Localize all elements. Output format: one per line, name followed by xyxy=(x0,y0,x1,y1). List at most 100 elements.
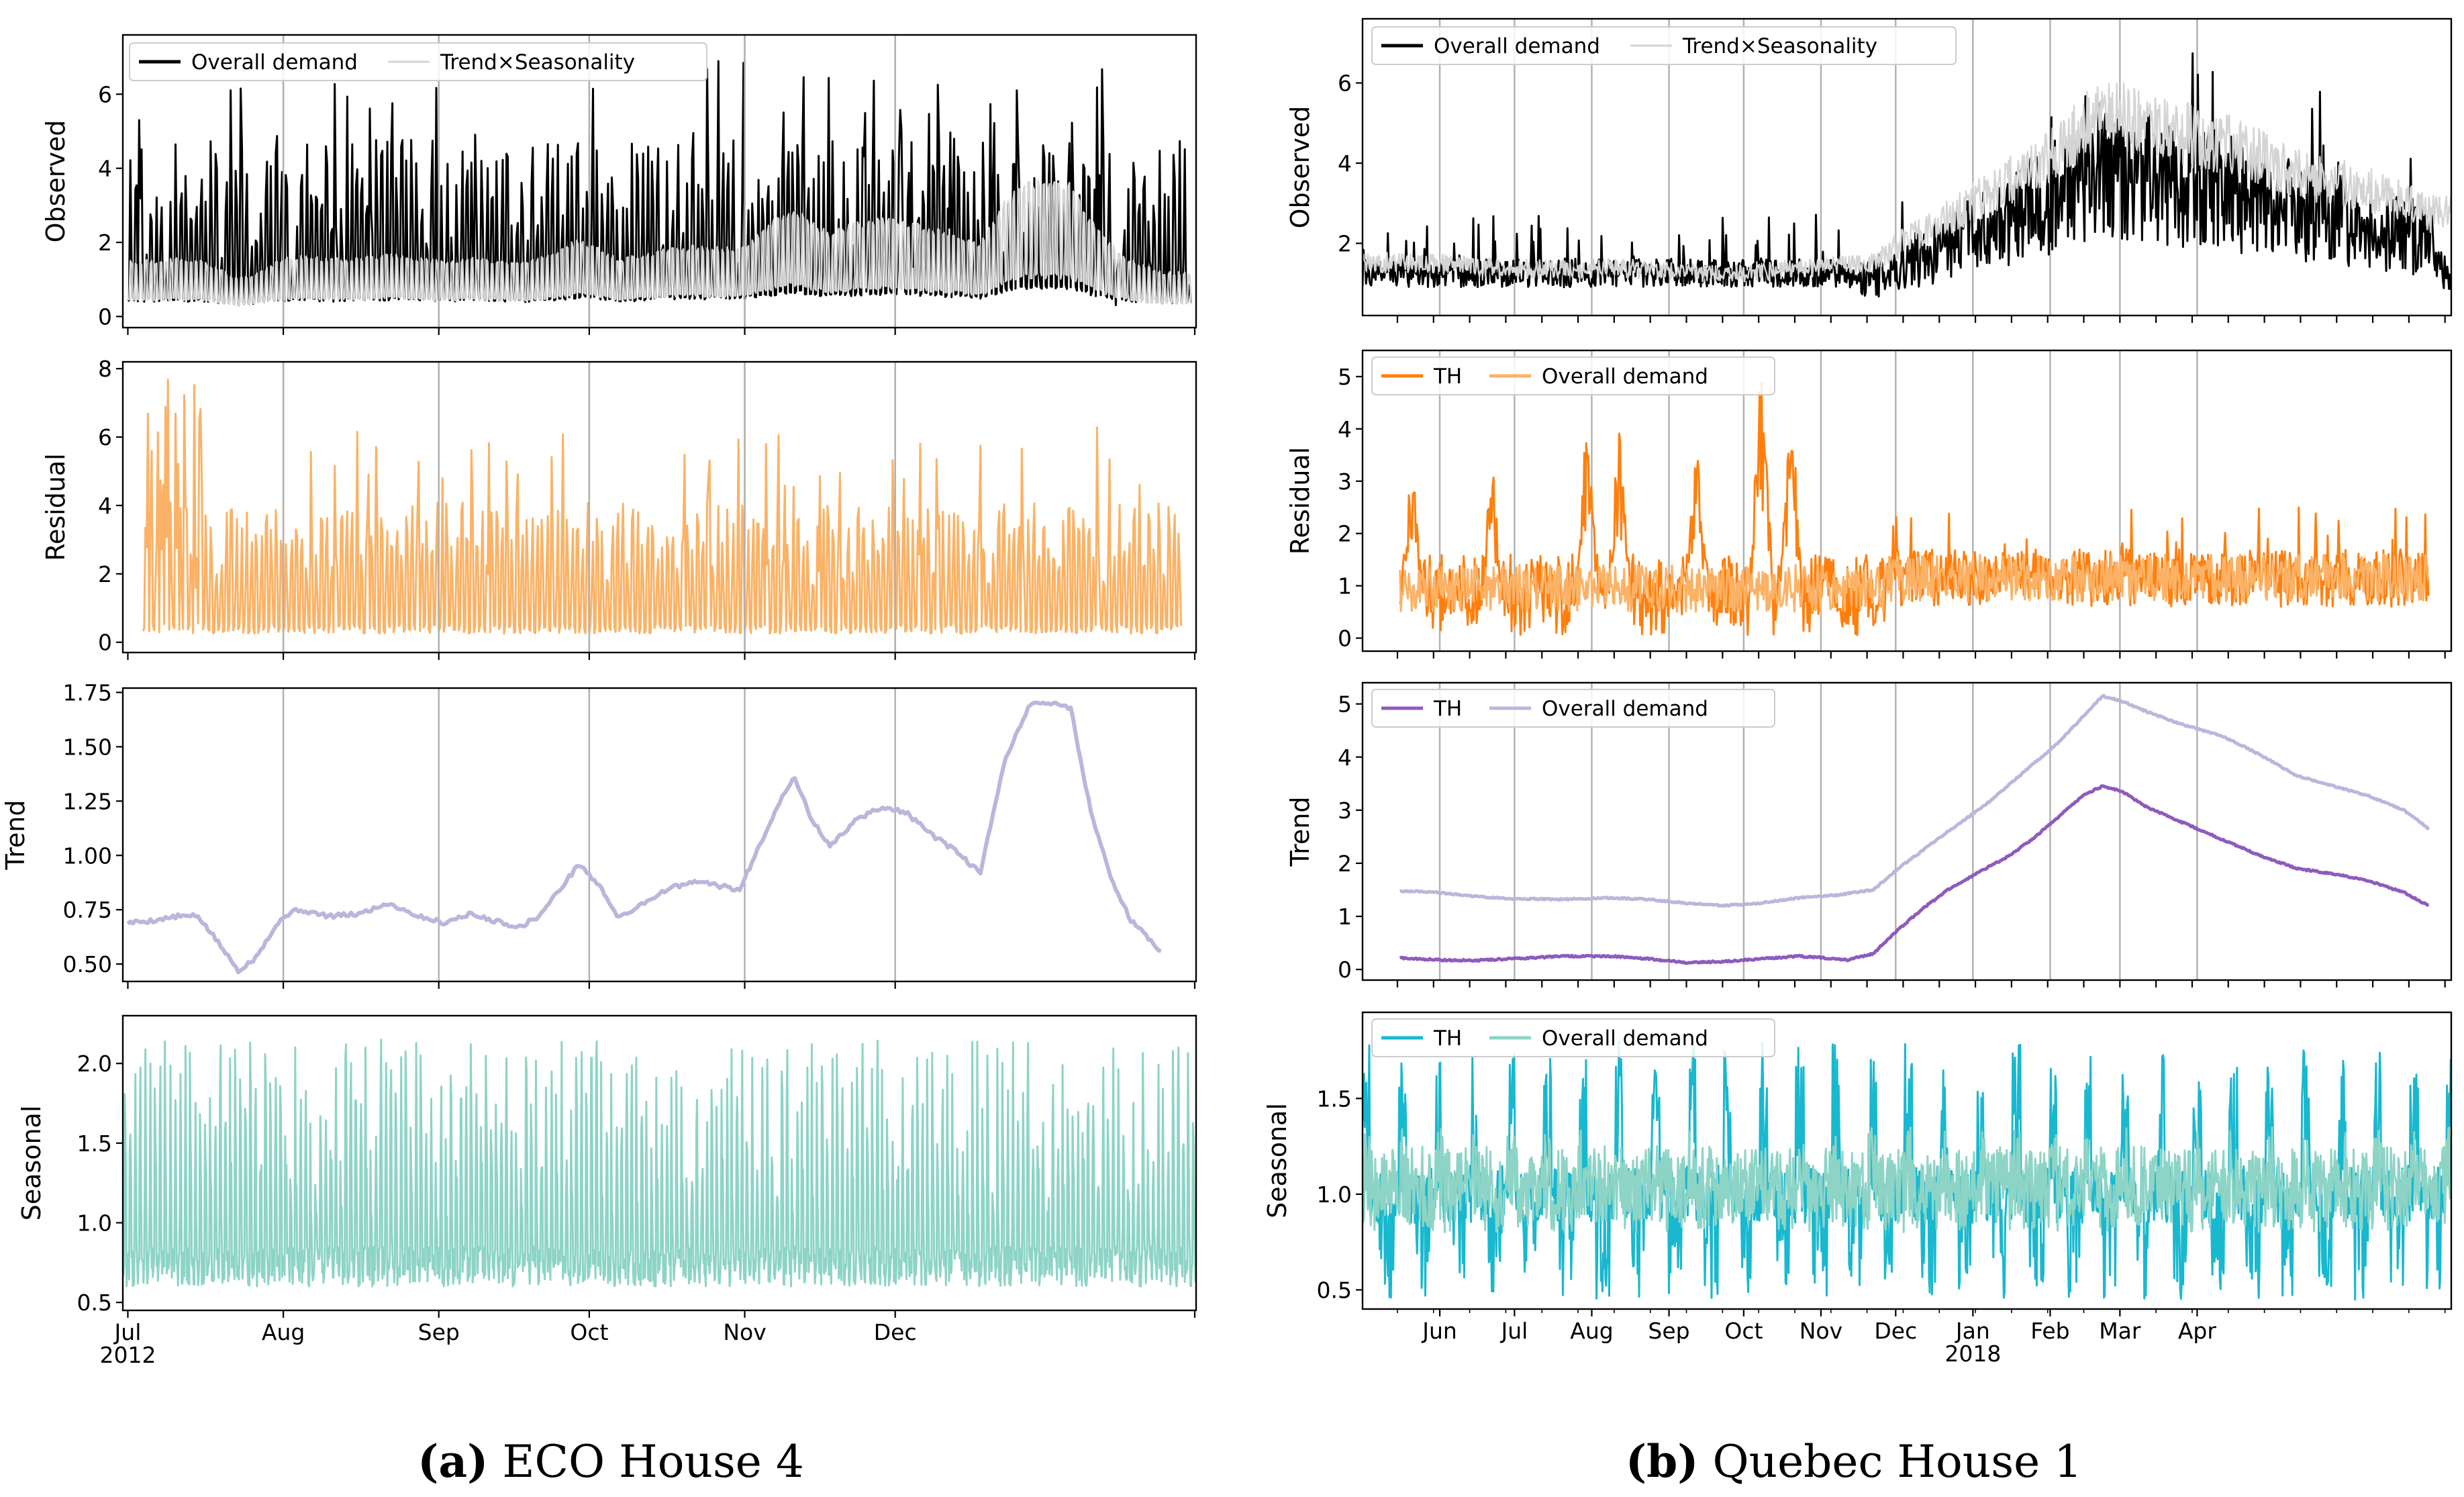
panel-qc_residual: 0 1 2 3 4 5 Residual TH Overall demand xyxy=(1285,349,2453,659)
axes-frame xyxy=(121,34,1197,329)
panel-eco_observed: 0 2 4 6 Observed Overall demand Trend×Seasonal… xyxy=(41,34,1197,335)
legend-entry: TH xyxy=(1433,697,1462,721)
series-th xyxy=(1399,784,2430,965)
caption-left: (a) ECO House 4 xyxy=(417,1435,804,1488)
y-tick-label: 5 xyxy=(1338,364,1352,390)
panel-eco_trend: 0.50 0.75 1.00 1.25 1.50 1.75 Trend xyxy=(1,679,1197,989)
axes-frame xyxy=(121,1014,1197,1312)
plot-area xyxy=(123,1039,1196,1288)
captions: (a) ECO House 4 (b) Quebec House 1 xyxy=(417,1435,2082,1488)
legend-entry: Overall demand xyxy=(1434,34,1600,58)
y-axis-label: Observed xyxy=(41,120,70,243)
legend-entry: TH xyxy=(1433,365,1462,389)
y-tick-label: 4 xyxy=(1338,416,1352,442)
plot-area xyxy=(1363,52,2451,298)
y-tick-label: 1.50 xyxy=(63,734,112,760)
plot-area xyxy=(1399,381,2430,636)
legend-entry: TH xyxy=(1433,1026,1462,1051)
x-tick-label: Jul xyxy=(113,1319,142,1345)
x-tick-label: Sep xyxy=(418,1319,460,1345)
y-axis-label: Observed xyxy=(1285,106,1315,229)
y-tick-label: 1.0 xyxy=(1317,1181,1352,1208)
y-axis-label: Seasonal xyxy=(1263,1103,1292,1218)
legend-entry: Overall demand xyxy=(191,50,358,75)
y-tick-label: 2.0 xyxy=(77,1051,112,1077)
y-tick-label: 3 xyxy=(1338,798,1352,824)
series-residual xyxy=(142,379,1183,635)
x-tick-label: Jan xyxy=(1955,1318,1990,1344)
plot-area xyxy=(1399,693,2430,965)
y-tick-label: 1.25 xyxy=(63,788,112,814)
y-axis-label: Trend xyxy=(1285,797,1315,867)
y-tick-label: 0 xyxy=(98,303,112,330)
x-tick-label: Sep xyxy=(1648,1318,1689,1344)
legend-frame xyxy=(1371,689,1775,728)
x-tick-label: Apr xyxy=(2178,1318,2217,1344)
y-tick-label: 0.50 xyxy=(63,951,112,977)
y-tick-label: 2 xyxy=(1338,851,1352,877)
y-tick-label: 4 xyxy=(1338,744,1352,771)
series-trend xyxy=(126,700,1162,975)
x-tick-label: Dec xyxy=(1874,1318,1917,1344)
series-overall-demand xyxy=(1363,1126,2451,1234)
series-seasonal xyxy=(123,1039,1196,1288)
legend-entry: Trend×Seasonality xyxy=(1682,34,1877,58)
x-tick-label: Jun xyxy=(1421,1318,1457,1344)
panel-qc_trend: 0 1 2 3 4 5 Trend TH Overall demand xyxy=(1285,681,2453,987)
panel-eco_residual: 0 2 4 6 8 Residual xyxy=(41,356,1197,660)
series-overall-demand xyxy=(1399,553,2430,613)
legend: Overall demand Trend×Seasonality xyxy=(1371,26,1957,65)
panel-qc_seasonal: 0.5 1.0 1.5 Seasonal Jun Jul Aug Sep Oct Nov Dec Ja… xyxy=(1263,1011,2453,1367)
axes-frame xyxy=(1361,17,2453,317)
x-tick-label: Oct xyxy=(570,1319,608,1345)
legend-entry: Overall demand xyxy=(1542,365,1708,389)
x-tick-label: Oct xyxy=(1724,1318,1763,1344)
legend-entry: Overall demand xyxy=(1542,1026,1708,1051)
y-tick-label: 1.5 xyxy=(1317,1085,1352,1112)
plot-area xyxy=(127,35,1192,328)
series-overall-demand xyxy=(1399,693,2430,908)
y-tick-label: 6 xyxy=(98,424,112,450)
panel-qc_observed: 2 4 6 Observed Overall demand Trend×Seasonali… xyxy=(1285,17,2453,323)
axes-frame xyxy=(121,687,1197,983)
axes-frame xyxy=(121,360,1197,654)
x-tick-label: Feb xyxy=(2030,1318,2069,1344)
y-tick-label: 0.75 xyxy=(63,897,112,923)
y-tick-label: 8 xyxy=(98,356,112,382)
axes-frame xyxy=(1361,1011,2453,1310)
y-axis-label: Seasonal xyxy=(17,1106,46,1221)
plot-area xyxy=(126,700,1162,975)
y-tick-label: 4 xyxy=(98,493,112,519)
y-tick-label: 6 xyxy=(1338,70,1352,97)
y-axis-label: Residual xyxy=(41,453,70,561)
series-trend-seasonality xyxy=(127,179,1192,307)
x-tick-label: Nov xyxy=(723,1319,766,1345)
caption-right: (b) Quebec House 1 xyxy=(1626,1435,2082,1488)
y-tick-label: 1.00 xyxy=(63,842,112,869)
y-tick-label: 4 xyxy=(98,156,112,182)
y-tick-label: 2 xyxy=(98,561,112,587)
y-tick-label: 0 xyxy=(1338,626,1352,652)
y-axis-label: Trend xyxy=(1,800,30,871)
legend-entry: Overall demand xyxy=(1542,697,1708,721)
y-tick-label: 2 xyxy=(98,230,112,256)
y-tick-label: 2 xyxy=(1338,230,1352,256)
x-tick-label: 2018 xyxy=(1944,1341,2001,1367)
legend: Overall demand Trend×Seasonality xyxy=(129,42,707,81)
x-tick-label: Aug xyxy=(262,1319,305,1345)
plot-area xyxy=(1363,1040,2451,1301)
y-tick-label: 0.5 xyxy=(1317,1277,1352,1303)
x-tick-label: Jul xyxy=(1499,1318,1528,1344)
y-tick-label: 1.5 xyxy=(77,1130,112,1157)
y-tick-label: 1 xyxy=(1338,904,1352,930)
y-tick-label: 1 xyxy=(1338,573,1352,599)
y-tick-label: 3 xyxy=(1338,469,1352,495)
plot-area xyxy=(142,362,1183,653)
y-tick-label: 0.5 xyxy=(77,1290,112,1316)
y-tick-label: 0 xyxy=(98,630,112,656)
legend: TH Overall demand xyxy=(1371,689,1775,728)
x-tick-label: Nov xyxy=(1800,1318,1842,1344)
legend-frame xyxy=(1371,1018,1775,1057)
y-tick-label: 1.75 xyxy=(63,679,112,706)
